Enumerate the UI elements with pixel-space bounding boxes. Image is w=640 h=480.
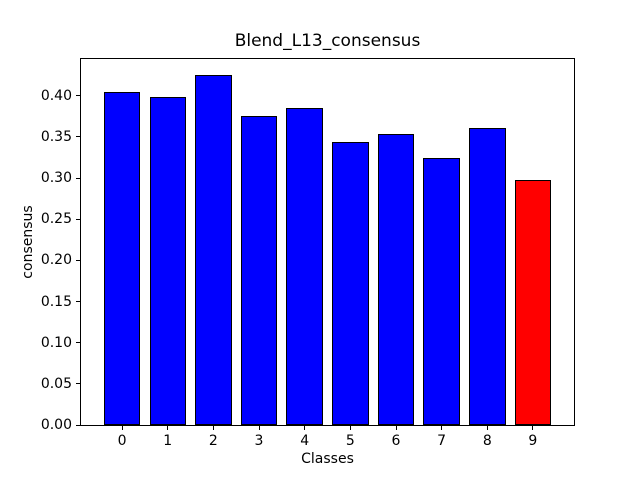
y-tick-mark: [76, 95, 80, 97]
chart-title: Blend_L13_consensus: [234, 31, 421, 51]
bar-class-1: [149, 97, 186, 425]
x-tick-label: 6: [391, 433, 401, 449]
y-tick-label: 0.05: [40, 375, 72, 392]
x-tick-label: 3: [254, 433, 264, 449]
x-tick-label: 4: [300, 433, 310, 449]
y-tick-mark: [76, 218, 80, 220]
y-tick-mark: [76, 177, 80, 179]
bar-class-9: [514, 180, 552, 425]
x-tick-mark: [532, 426, 534, 430]
y-tick-label: 0.35: [40, 128, 72, 145]
y-tick-label: 0.25: [40, 211, 72, 228]
bars-container: [81, 59, 574, 425]
x-tick-mark: [258, 426, 260, 430]
bar-class-3: [240, 116, 278, 425]
x-tick-label: 1: [163, 433, 173, 449]
x-axis-label: Classes: [301, 451, 354, 467]
x-tick-label: 7: [437, 433, 447, 449]
x-tick-mark: [441, 426, 443, 430]
y-tick-label: 0.30: [40, 170, 72, 187]
x-tick-label: 8: [482, 433, 492, 449]
x-tick-label: 2: [208, 433, 218, 449]
x-tick-label: 9: [528, 433, 538, 449]
x-tick-mark: [121, 426, 123, 430]
bar-class-6: [377, 134, 415, 425]
y-tick-mark: [76, 301, 80, 302]
y-tick-label: 0.20: [40, 252, 72, 269]
x-tick-label: 5: [345, 433, 355, 449]
x-tick-mark: [212, 426, 214, 430]
y-tick-mark: [76, 383, 80, 385]
x-tick-mark: [167, 426, 169, 430]
y-tick-mark: [76, 424, 80, 426]
y-tick-label: 0.40: [40, 87, 72, 104]
plot-area: [80, 58, 575, 426]
bar-class-0: [103, 92, 141, 425]
bar-class-8: [469, 128, 506, 425]
y-tick-mark: [76, 136, 80, 138]
x-tick-mark: [395, 426, 397, 430]
x-tick-mark: [349, 426, 351, 430]
bar-class-5: [332, 142, 369, 425]
y-tick-label: 0.10: [40, 334, 72, 351]
bar-class-7: [423, 158, 460, 425]
bar-class-2: [195, 75, 232, 425]
y-tick-mark: [76, 342, 80, 344]
y-tick-label: 0.15: [40, 293, 72, 310]
y-tick-label: 0.00: [40, 417, 72, 433]
x-tick-mark: [304, 426, 306, 430]
y-tick-mark: [76, 259, 80, 261]
x-tick-mark: [486, 426, 488, 430]
bar-class-4: [286, 108, 323, 425]
x-tick-label: 0: [117, 433, 127, 449]
